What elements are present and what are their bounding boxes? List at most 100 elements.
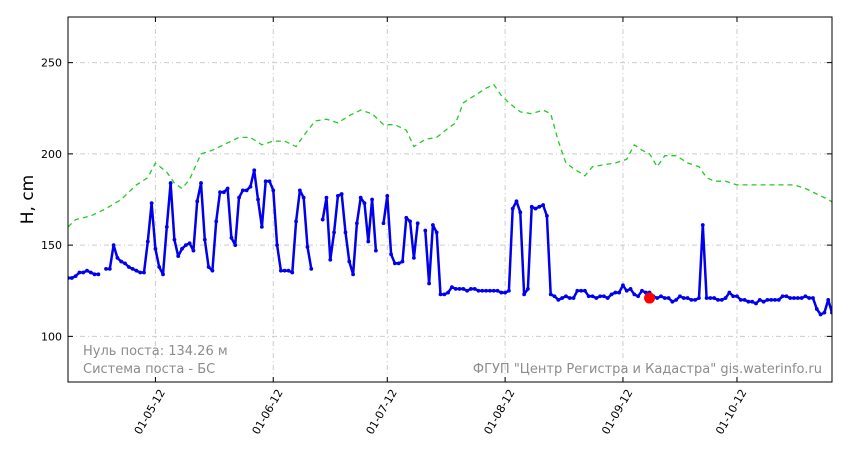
data-point — [716, 297, 720, 302]
data-point — [411, 256, 416, 260]
data-point — [324, 195, 329, 200]
data-point — [761, 299, 766, 304]
y-tick-label: 150 — [41, 239, 62, 252]
data-point — [271, 188, 276, 193]
data-point — [769, 297, 774, 302]
data-point — [130, 266, 135, 271]
data-point — [187, 241, 192, 246]
data-point — [533, 206, 538, 211]
data-point — [583, 288, 587, 293]
data-point — [434, 230, 439, 235]
data-point — [655, 296, 660, 300]
data-point — [842, 296, 846, 300]
data-point — [362, 201, 367, 206]
data-point — [267, 179, 272, 184]
data-point — [738, 297, 743, 302]
data-point — [229, 235, 234, 240]
data-point — [621, 283, 625, 288]
data-point — [640, 288, 644, 293]
data-point — [119, 259, 124, 264]
current-level-marker — [644, 292, 656, 304]
x-tick-label: 01-05-12 — [132, 387, 168, 437]
data-point — [278, 268, 283, 273]
data-point — [742, 297, 747, 302]
data-point — [77, 270, 82, 275]
data-point — [149, 201, 154, 206]
data-point — [134, 268, 139, 273]
data-point — [605, 296, 610, 300]
data-point — [541, 203, 546, 207]
data-point — [818, 312, 823, 317]
data-point — [343, 230, 348, 235]
data-point — [240, 188, 245, 193]
data-point — [81, 270, 86, 275]
data-point — [339, 192, 344, 196]
x-tick-label: 01-10-12 — [713, 387, 749, 437]
data-point — [392, 261, 397, 266]
data-point — [465, 288, 470, 293]
data-point — [442, 292, 447, 297]
data-point — [202, 237, 207, 242]
data-point — [822, 310, 827, 315]
data-point — [776, 297, 781, 302]
annotation-source: ФГУП "Центр Регистра и Кадастра" gis.wat… — [473, 362, 822, 377]
data-point — [126, 265, 131, 269]
data-point — [176, 254, 181, 258]
data-point — [617, 290, 622, 295]
data-point — [252, 168, 257, 173]
data-point — [373, 248, 378, 253]
data-point — [807, 296, 812, 300]
data-point — [495, 288, 500, 293]
data-point — [430, 223, 435, 227]
data-point — [792, 296, 796, 300]
data-point — [765, 297, 770, 302]
data-point — [488, 288, 492, 293]
data-point — [613, 290, 618, 295]
data-point — [294, 219, 298, 224]
data-point — [522, 292, 527, 297]
data-point — [826, 297, 831, 302]
data-point — [199, 181, 203, 185]
data-point — [408, 219, 412, 224]
x-tick-label: 01-09-12 — [599, 387, 635, 437]
data-point — [396, 261, 401, 266]
y-tick-label: 250 — [41, 57, 62, 70]
series-layer — [68, 83, 832, 316]
data-point — [780, 294, 785, 299]
data-point — [579, 288, 584, 293]
data-point — [624, 288, 629, 293]
data-point — [571, 296, 576, 300]
data-point — [351, 272, 355, 277]
data-point — [510, 206, 515, 211]
data-point — [104, 266, 108, 271]
x-tick-label: 01-08-12 — [481, 387, 517, 437]
data-point — [788, 296, 793, 300]
data-point — [461, 287, 466, 291]
data-point — [347, 259, 352, 264]
data-point — [115, 256, 120, 260]
data-point — [545, 214, 549, 218]
data-point — [305, 245, 310, 249]
data-point — [727, 290, 732, 295]
data-point — [290, 270, 295, 275]
data-point — [803, 294, 808, 299]
data-point — [275, 243, 279, 248]
data-point — [457, 287, 462, 291]
data-point — [256, 197, 260, 202]
data-point — [594, 296, 599, 300]
data-point — [233, 243, 238, 248]
data-point — [552, 294, 557, 299]
data-point — [514, 199, 519, 204]
annotation-zero-level: Нуль поста: 134.26 м — [83, 344, 228, 359]
data-point — [427, 281, 431, 286]
data-point — [834, 302, 838, 306]
data-point — [662, 296, 667, 300]
data-point — [210, 268, 215, 273]
data-point — [518, 210, 523, 215]
data-point — [138, 270, 143, 275]
data-point — [92, 272, 97, 277]
data-point — [69, 276, 74, 280]
data-point — [503, 290, 508, 295]
data-point — [221, 190, 226, 195]
